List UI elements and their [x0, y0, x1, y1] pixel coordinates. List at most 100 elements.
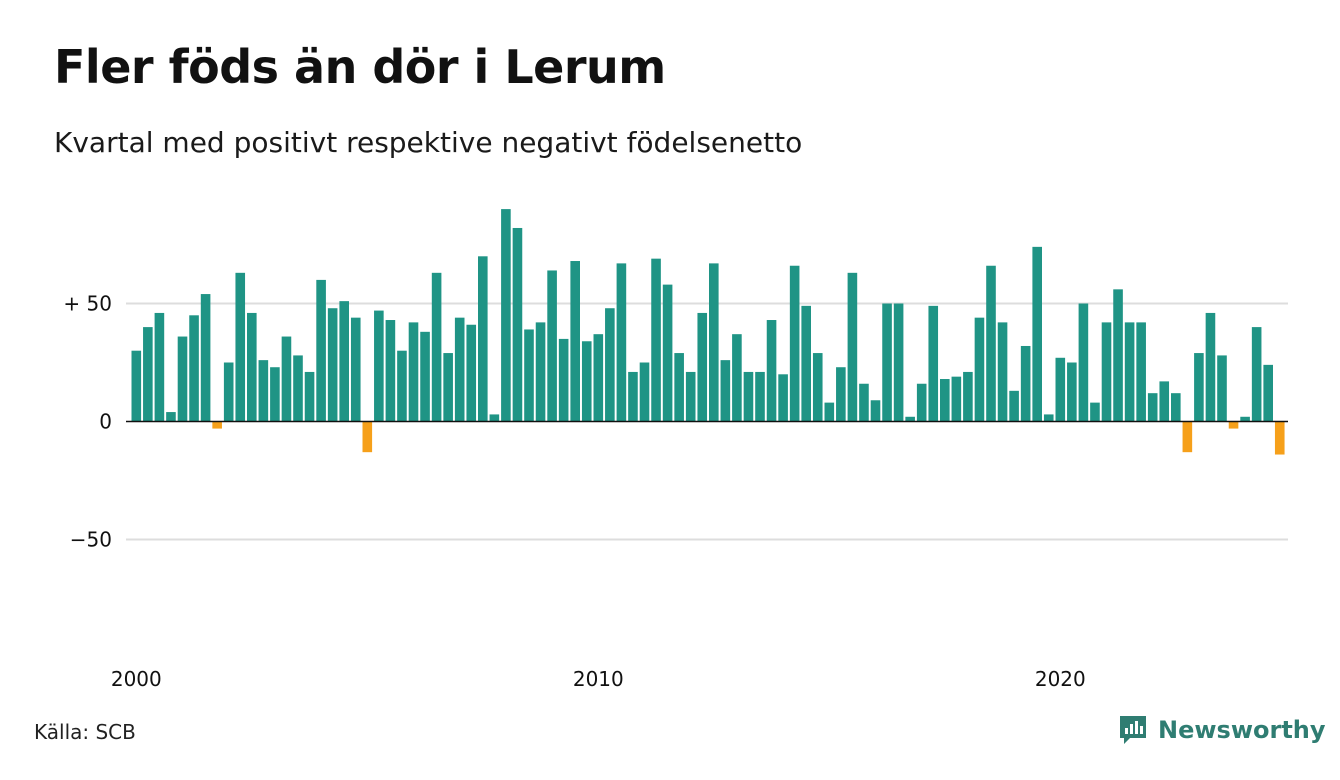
bar	[1078, 303, 1089, 422]
y-tick-label: + 50	[63, 292, 112, 316]
bar	[1205, 312, 1216, 422]
bar	[662, 284, 673, 422]
bar	[535, 322, 546, 422]
bar	[1217, 355, 1227, 422]
axes: + 50 0 −50 2000 2010 2020	[63, 292, 1288, 691]
bar	[824, 402, 835, 422]
bar	[385, 320, 396, 422]
bar	[131, 350, 142, 422]
bar	[1020, 345, 1031, 422]
bar	[1113, 289, 1123, 422]
bar	[1136, 322, 1146, 422]
newsworthy-logo-icon	[1120, 716, 1146, 744]
bar	[997, 322, 1008, 422]
bar	[1101, 322, 1112, 422]
bar	[143, 327, 153, 422]
bar	[166, 412, 176, 422]
brand[interactable]: Newsworthy	[1118, 714, 1326, 746]
bar	[940, 379, 950, 422]
bar	[928, 305, 939, 422]
bar	[362, 421, 373, 453]
bar	[685, 371, 696, 422]
bar	[766, 320, 777, 422]
bar	[1171, 393, 1181, 422]
bar	[859, 383, 869, 422]
bar	[1124, 322, 1135, 422]
bar	[893, 303, 904, 422]
bar	[1263, 364, 1273, 422]
bar	[720, 360, 731, 422]
bar	[778, 374, 788, 422]
bar	[247, 312, 257, 422]
bar	[189, 315, 199, 422]
bar	[512, 227, 523, 422]
bar	[732, 334, 742, 422]
bar	[177, 336, 188, 422]
bar	[847, 272, 858, 422]
x-tick-label: 2010	[573, 667, 624, 691]
bar	[1274, 421, 1285, 455]
bar	[154, 312, 165, 422]
bars	[131, 209, 1285, 455]
bar	[905, 416, 915, 422]
bar	[639, 362, 650, 422]
bar	[1228, 421, 1239, 429]
bar	[397, 350, 407, 422]
bar	[963, 371, 973, 422]
bar	[1251, 327, 1262, 422]
bar	[1159, 381, 1170, 422]
bar	[1067, 362, 1077, 422]
bar	[951, 376, 962, 422]
y-tick-label: −50	[70, 528, 112, 552]
bar	[1194, 353, 1204, 422]
bar	[801, 305, 811, 422]
bar	[478, 256, 488, 422]
bar	[443, 353, 453, 422]
bar	[916, 383, 927, 422]
bar	[1240, 416, 1250, 422]
bar	[789, 265, 800, 422]
x-tick-label: 2000	[111, 667, 162, 691]
bar	[1147, 393, 1158, 422]
bar	[836, 367, 846, 422]
bar	[408, 322, 419, 422]
bar	[293, 355, 303, 422]
bar	[697, 312, 708, 422]
bar	[454, 317, 465, 422]
bar	[524, 329, 534, 422]
bar	[350, 317, 361, 422]
bar	[270, 367, 280, 422]
bar	[709, 263, 719, 422]
bar	[870, 400, 881, 422]
bar	[974, 317, 985, 422]
bar	[466, 324, 477, 422]
bar	[420, 331, 430, 422]
bar	[674, 353, 684, 422]
bar	[593, 334, 604, 422]
bar	[651, 258, 661, 422]
bar	[547, 270, 557, 422]
bar	[304, 371, 315, 422]
x-tick-label: 2020	[1035, 667, 1086, 691]
bar	[235, 272, 246, 422]
bar	[501, 209, 511, 422]
bar	[581, 341, 592, 422]
bar	[755, 371, 765, 422]
chart-title: Fler föds än dör i Lerum	[54, 40, 666, 94]
bar	[200, 294, 211, 422]
bar	[605, 308, 615, 422]
y-tick-label: 0	[99, 410, 112, 434]
bar	[616, 263, 627, 422]
bar	[327, 308, 338, 422]
bar	[258, 360, 269, 422]
bar	[431, 272, 442, 422]
brand-name: Newsworthy	[1158, 716, 1326, 744]
chart-subtitle: Kvartal med positivt respektive negativt…	[54, 126, 803, 159]
bar	[986, 265, 996, 422]
bar	[223, 362, 234, 422]
bar	[1043, 414, 1054, 422]
bar	[1090, 402, 1100, 422]
bar	[1009, 390, 1019, 422]
bar	[339, 301, 349, 422]
